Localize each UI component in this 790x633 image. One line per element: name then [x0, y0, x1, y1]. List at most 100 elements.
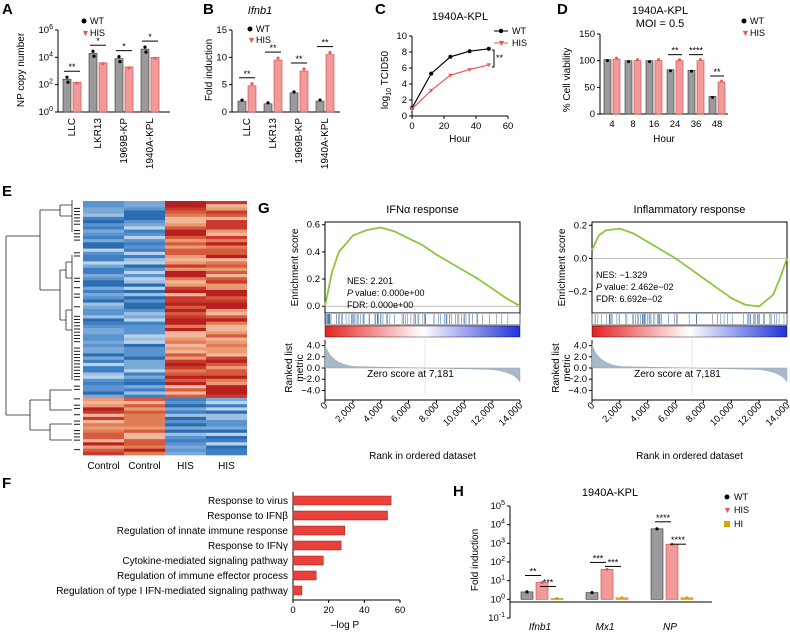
e-heatmap-cell	[206, 404, 247, 408]
g-xtick-label: 6,000	[656, 400, 681, 425]
e-heatmap-cell	[206, 413, 247, 418]
d-xtick-label: 8	[630, 119, 635, 130]
h-legend: WT ▼ HIS HI	[723, 492, 749, 529]
e-heatmap-cell	[206, 277, 247, 281]
e-heatmap-cell	[83, 448, 124, 453]
e-heatmap-cell	[206, 448, 247, 453]
h-legend-wt: WT	[734, 492, 748, 502]
g-es-ytick-label: 0.4	[307, 247, 320, 258]
e-heatmap-cell	[206, 258, 247, 262]
e-heatmap-cell	[165, 340, 206, 345]
g-xlabel: Rank in ordered dataset	[369, 451, 476, 462]
e-heatmap-cell	[124, 407, 165, 411]
e-heatmap-cell	[83, 251, 124, 256]
g-plots: IFNα response 0.0 0.2 0.4 0.6 Enrichment scor…	[284, 204, 790, 462]
d-xtick-labels: 4 8 16 24 36 48	[609, 119, 722, 130]
e-heatmap-cell	[83, 401, 124, 405]
e-heatmap-cell	[83, 258, 124, 262]
e-heatmap-cell	[165, 251, 206, 256]
e-heatmap-cell	[124, 289, 165, 294]
e-heatmap-cell	[124, 213, 165, 218]
e-heatmap-cell	[83, 254, 124, 259]
e-heatmap-cell	[206, 356, 247, 361]
e-heatmap-cell	[83, 394, 124, 399]
b-ytick-label: 5	[222, 80, 227, 91]
e-heatmap-cell	[124, 216, 165, 221]
e-heatmap-cell	[124, 280, 165, 284]
e-heatmap-cell	[206, 229, 247, 234]
h-xtick-labels: Ifnb1 Mx1 NP	[529, 622, 677, 633]
b-bar-wt	[289, 92, 299, 113]
e-heatmap-cell	[165, 366, 206, 370]
e-heatmap-cell	[165, 426, 206, 430]
e-heatmap-cell	[206, 328, 247, 332]
e-heatmap-cell	[165, 353, 206, 357]
e-heatmap-cell	[165, 416, 206, 421]
e-heatmap-cell	[165, 328, 206, 332]
e-heatmap-cell	[165, 334, 206, 338]
e-heatmap-cell	[206, 315, 247, 319]
h-xtick-label: NP	[663, 622, 677, 633]
c-xtick-label: 20	[439, 121, 450, 132]
e-heatmap-cell	[206, 318, 247, 322]
e-heatmap-cell	[165, 369, 206, 373]
b-xtick-label: LLC	[242, 118, 253, 136]
g-zero-score: Zero score at 7,181	[367, 369, 454, 380]
e-heatmap-cell	[165, 305, 206, 310]
e-heatmap-cell	[206, 280, 247, 284]
g-stat-fdr: FDR: 0.000e+00	[347, 300, 413, 310]
e-heatmap-cell	[165, 283, 206, 288]
e-heatmap-cell	[83, 442, 124, 446]
d-point-his	[657, 58, 660, 62]
c-point-his	[428, 88, 434, 93]
e-heatmap-cell	[165, 401, 206, 405]
a-ytick-label: 100	[39, 106, 54, 118]
g-es-ytick-label: −0.2	[568, 286, 587, 297]
a-legend-wt-marker	[81, 18, 87, 24]
e-heatmap-cell	[165, 318, 206, 322]
a-bar-wt	[114, 58, 124, 113]
d-xtick-label: 24	[670, 119, 681, 130]
e-heatmap-cell	[165, 308, 206, 313]
e-heatmap-cell	[206, 267, 247, 272]
e-heatmap-cell	[206, 375, 247, 380]
e-heatmap-cell	[83, 353, 124, 357]
e-heatmap-cell	[206, 286, 247, 291]
e-heatmap-cell	[124, 220, 165, 224]
e-heatmap-cell	[124, 334, 165, 338]
e-heatmap-cell	[206, 248, 247, 253]
c-ytick-label: 8	[402, 47, 407, 58]
e-heatmap-cell	[165, 286, 206, 291]
g-rank-ytick-label: −2.0	[568, 374, 587, 385]
b-xtick-label: 1969B-KP	[294, 118, 305, 164]
a-sig-star: *	[96, 36, 100, 46]
g-stat-p: P value: 0.000e+00	[347, 288, 424, 298]
e-heatmap-cell	[206, 394, 247, 399]
d-sig-star: **	[713, 67, 721, 77]
e-heatmap-cell	[83, 391, 124, 395]
c-legend-his-tri: ▼	[497, 38, 506, 48]
e-heatmap-cell	[165, 394, 206, 399]
h-bar-his	[600, 569, 614, 600]
e-heatmap-cell	[83, 213, 124, 218]
g-rank-gradient	[591, 325, 788, 338]
e-heatmap-cell	[124, 404, 165, 408]
e-heatmap-cell	[206, 226, 247, 230]
e-heatmap-cell	[83, 366, 124, 370]
e-heatmap-cell	[165, 312, 206, 316]
e-heatmap-cell	[124, 410, 165, 415]
e-heatmap-cell	[124, 251, 165, 256]
h-legend-hi: HI	[734, 519, 743, 529]
c-xtick-label: 0	[409, 121, 414, 132]
e-heatmap-cell	[165, 258, 206, 262]
f-bar	[292, 510, 388, 521]
e-heatmap-cell	[206, 242, 247, 246]
e-heatmap-cell	[124, 391, 165, 395]
e-heatmap-cell	[206, 378, 247, 383]
e-heatmap-cell	[124, 372, 165, 376]
e-heatmap-cell	[124, 394, 165, 399]
c-xtick-label: 40	[471, 121, 482, 132]
c-ytick-label: 0	[402, 111, 407, 122]
e-heatmap-cell	[124, 207, 165, 211]
e-heatmap-cell	[124, 413, 165, 418]
